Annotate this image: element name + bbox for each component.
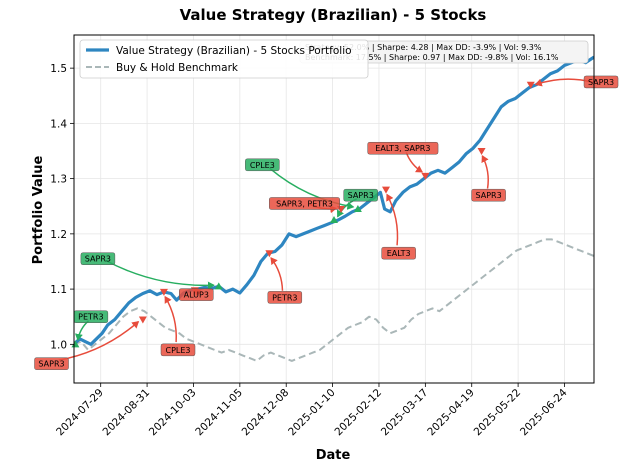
y-tick-label: 1.4 [50,118,67,130]
trade-label: PETR3 [272,293,297,302]
legend: Value Strategy (Brazilian) - 5 Stocks Po… [79,39,369,79]
sell-marker [265,250,274,258]
sell-marker [138,316,147,324]
trade-label: SAPR3 [588,78,614,87]
trade-label: EALT3, SAPR3 [375,144,430,153]
trade-label-box [80,252,116,265]
stats-benchmark: Benchmark: 17.5% | Sharpe: 0.97 | Max DD… [305,53,559,62]
y-axis-label: Portfolio Value [31,155,46,264]
trade-label: SAPR3 [38,360,64,369]
trade-label: PETR3 [78,313,103,322]
sell-marker [382,186,390,194]
legend-label-benchmark: Buy & Hold Benchmark [116,62,239,74]
trade-label: SAPR3, PETR3 [276,199,333,208]
sell-marker [477,148,486,155]
trade-arrow [481,155,489,189]
trade-label: CPLE3 [165,346,190,355]
x-tick-label: 2025-06-24 [518,386,570,438]
x-tick-label: 2024-10-03 [147,387,199,439]
trade-arrow [405,152,424,173]
benchmark-line [74,238,594,362]
trade-label-box [179,288,214,301]
x-tick-label: 2024-07-29 [54,387,106,439]
trade-label-box [381,246,416,260]
plot-frame [73,34,595,384]
legend-box [79,39,369,79]
trade-arrow [105,259,215,290]
y-tick-label: 1.5 [50,63,67,75]
y-axis: 1.0 1.1 1.2 1.3 1.4 1.5 [50,63,74,351]
x-tick-label: 2025-02-12 [332,387,384,439]
x-tick-label: 2024-08-31 [101,387,153,439]
trade-arrow [58,320,140,361]
trade-arrow [269,167,355,210]
trade-label: SAPR3 [476,191,502,200]
trade-label-box [34,357,69,370]
sell-marker [159,288,168,296]
x-tick-label: 2024-11-05 [193,387,245,439]
trade-label-box [583,75,619,89]
y-tick-label: 1.1 [50,284,67,296]
trade-arrow [270,257,284,291]
trade-arrow [386,193,399,246]
trade-label: ALUP3 [184,291,209,300]
x-axis-label: Date [316,448,351,463]
trade-label-box [269,197,340,210]
chart-title: Value Strategy (Brazilian) - 5 Stocks [180,6,487,24]
trade-label-box [267,291,303,304]
trade-label-box [245,158,280,172]
x-tick-label: 2025-01-10 [286,387,338,439]
trade-label: CPLE3 [250,161,275,170]
sell-marker [421,172,430,180]
y-tick-label: 1.2 [50,229,67,241]
x-axis: 2024-07-292024-08-312024-10-032024-11-05… [54,383,570,438]
trade-label: SAPR3 [85,255,111,264]
y-tick-label: 1.3 [50,174,67,186]
x-tick-label: 2025-03-17 [379,387,431,439]
stats-box: Strategy: 52.0% | Sharpe: 4.28 | Max DD:… [299,40,589,64]
x-tick-label: 2025-04-19 [425,387,477,439]
trade-arrow [74,320,90,341]
buy-marker [214,282,223,290]
trade-label: EALT3 [387,249,411,258]
trade-label-box [160,343,196,357]
stats-strategy: Strategy: 52.0% | Sharpe: 4.28 | Max DD:… [305,43,542,52]
buy-marker [330,216,338,224]
trade-annotations: SAPR3 PETR3 CPLE3 SAPR3 ALUP3 PETR3 CPLE3 SAPR3… [34,75,619,370]
legend-label-strategy: Value Strategy (Brazilian) - 5 Stocks Po… [116,45,352,57]
trade-arrow [164,295,178,343]
trade-label-box [343,188,378,202]
sell-marker [526,81,535,89]
trade-label-box [471,188,506,202]
buy-marker [71,340,80,348]
x-tick-label: 2024-12-08 [240,387,292,439]
x-tick-label: 2025-05-22 [472,387,524,439]
buy-marker [353,205,362,212]
y-tick-label: 1.0 [50,339,67,351]
trade-label-box [367,141,439,155]
trade-label: SAPR3 [348,191,374,200]
